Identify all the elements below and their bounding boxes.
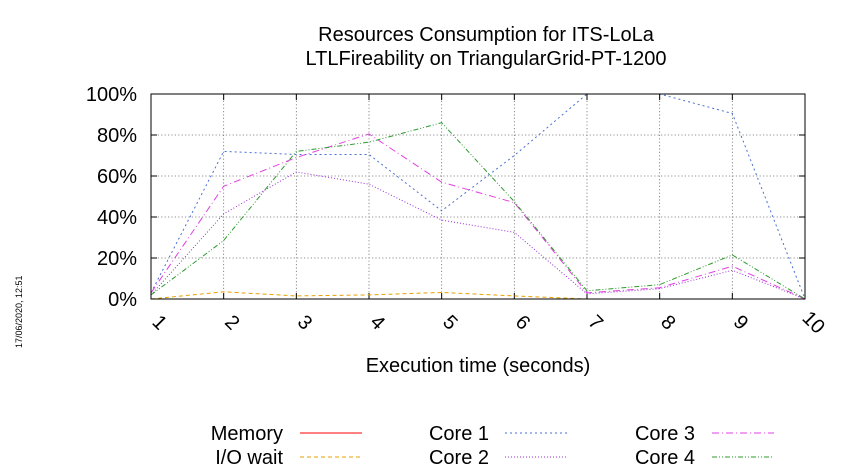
chart-title: Resources Consumption for ITS-LoLa xyxy=(318,24,655,46)
y-tick-label: 0% xyxy=(108,289,137,311)
legend-label-core-1: Core 1 xyxy=(429,423,489,445)
x-tick-label: 5 xyxy=(438,311,461,334)
x-tick-label: 10 xyxy=(798,307,829,338)
y-tick-label: 40% xyxy=(97,207,137,229)
timestamp: 17/06/2020, 12:51 xyxy=(14,275,24,348)
legend-label-core-3: Core 3 xyxy=(635,423,695,445)
x-tick-label: 3 xyxy=(293,311,316,334)
legend-label-core-4: Core 4 xyxy=(635,447,695,469)
x-tick-label: 1 xyxy=(148,311,171,334)
series-line-core-4 xyxy=(150,122,806,300)
y-tick-label: 20% xyxy=(97,248,137,270)
x-tick-label: 6 xyxy=(511,311,534,334)
chart-subtitle: LTLFireability on TriangularGrid-PT-1200 xyxy=(306,48,667,70)
x-tick-label: 2 xyxy=(220,311,243,334)
x-tick-label: 7 xyxy=(584,311,607,334)
series-line-core-2 xyxy=(150,171,806,300)
grid xyxy=(151,94,805,299)
series-line-core-3 xyxy=(150,133,806,300)
y-tick-label: 80% xyxy=(97,125,137,147)
series-lines xyxy=(150,93,806,300)
x-axis-label: Execution time (seconds) xyxy=(366,355,591,377)
x-tick-label: 9 xyxy=(729,311,752,334)
plot-frame xyxy=(150,93,806,300)
legend-label-memory: Memory xyxy=(211,423,283,445)
y-tick-label: 60% xyxy=(97,166,137,188)
legend-label-i-o-wait: I/O wait xyxy=(215,447,283,469)
x-tick-label: 4 xyxy=(366,311,389,334)
x-tick-label: 8 xyxy=(656,311,679,334)
series-line-i-o-wait xyxy=(150,291,805,300)
y-axis-ticks: 0% 20% 40% 60% 80% 100% xyxy=(86,84,805,311)
y-tick-label: 100% xyxy=(86,84,137,106)
series-line-core-1 xyxy=(150,93,806,300)
legend-label-core-2: Core 2 xyxy=(429,447,489,469)
x-axis-ticks: 1 2 3 4 5 6 7 8 9 10 xyxy=(148,94,829,338)
